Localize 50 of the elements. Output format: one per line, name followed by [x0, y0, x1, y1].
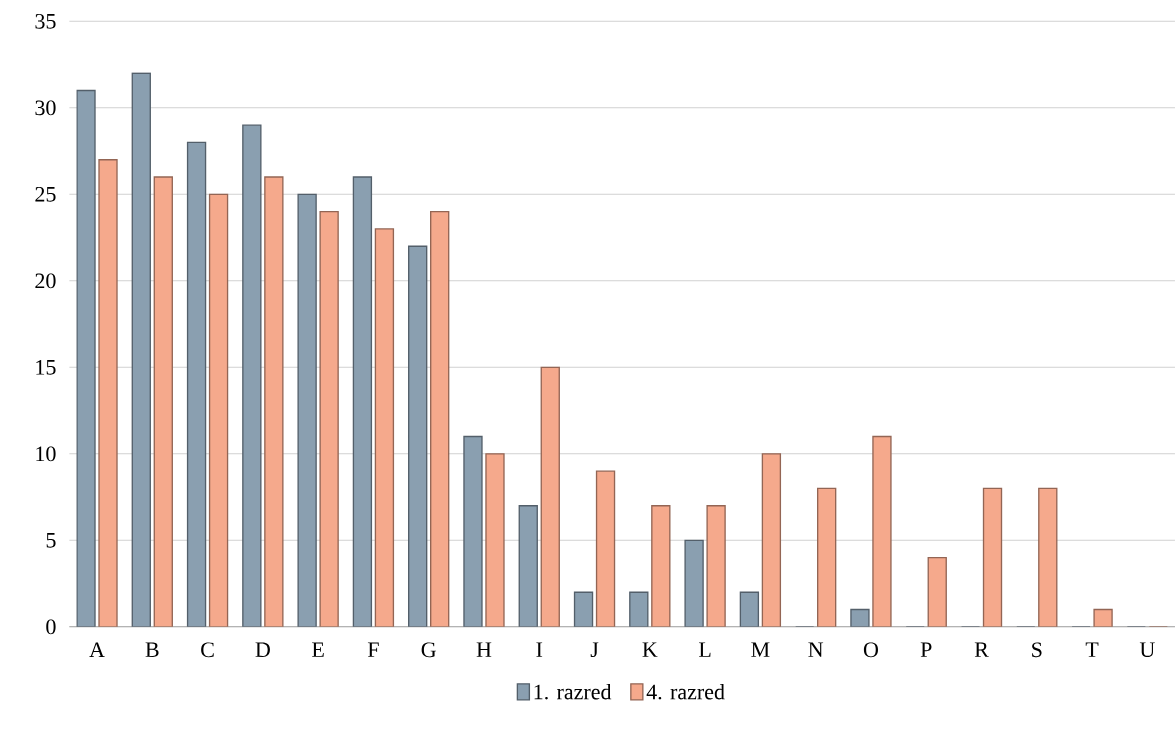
x-tick-label: F	[367, 642, 379, 657]
bar	[573, 591, 594, 627]
y-tick-label: 0	[46, 619, 56, 635]
bar	[629, 591, 649, 627]
x-tick-label: T	[1085, 642, 1099, 657]
x-tick-label: A	[89, 642, 105, 658]
x-tick-label: N	[808, 642, 824, 657]
bar	[208, 193, 229, 627]
bar	[430, 211, 450, 627]
y-tick-label: 30	[35, 100, 56, 116]
bar	[408, 245, 428, 627]
bar	[817, 487, 837, 627]
bar	[540, 366, 560, 627]
bar	[518, 505, 538, 627]
legend-label: 1. razred	[534, 683, 612, 700]
bar	[739, 591, 760, 627]
y-tick-label: 20	[35, 273, 56, 289]
y-tick-label: 15	[36, 360, 56, 375]
x-tick-label: J	[590, 642, 599, 658]
x-tick-label: C	[201, 642, 214, 658]
bar	[595, 470, 616, 627]
bar	[927, 557, 947, 627]
x-tick-label: K	[642, 642, 658, 657]
x-tick-label: M	[751, 642, 770, 657]
x-tick-label: I	[536, 642, 543, 657]
x-tick-label: O	[863, 642, 878, 658]
y-tick-label: 5	[46, 533, 56, 548]
y-tick-label: 35	[35, 14, 56, 29]
legend-label: 4. razred	[646, 683, 725, 700]
bar	[186, 141, 207, 627]
x-tick-label: L	[699, 642, 711, 657]
x-tick-label: P	[920, 642, 932, 657]
x-tick-label: U	[1139, 642, 1155, 658]
x-tick-label: E	[312, 642, 324, 657]
x-tick-label: S	[1032, 642, 1042, 658]
x-tick-label: H	[476, 642, 492, 657]
x-tick-label: R	[974, 642, 989, 657]
bar	[1038, 487, 1058, 627]
bar	[761, 453, 782, 627]
x-tick-label: G	[421, 642, 436, 658]
bar	[374, 228, 395, 627]
x-tick-label: B	[145, 642, 159, 657]
bar	[651, 505, 671, 627]
bar	[982, 487, 1003, 627]
bar	[131, 72, 151, 627]
x-tick-label: D	[255, 642, 270, 657]
y-tick-label: 25	[35, 187, 56, 202]
bar	[153, 176, 173, 627]
bar	[352, 176, 373, 627]
y-tick-label: 10	[36, 446, 56, 462]
